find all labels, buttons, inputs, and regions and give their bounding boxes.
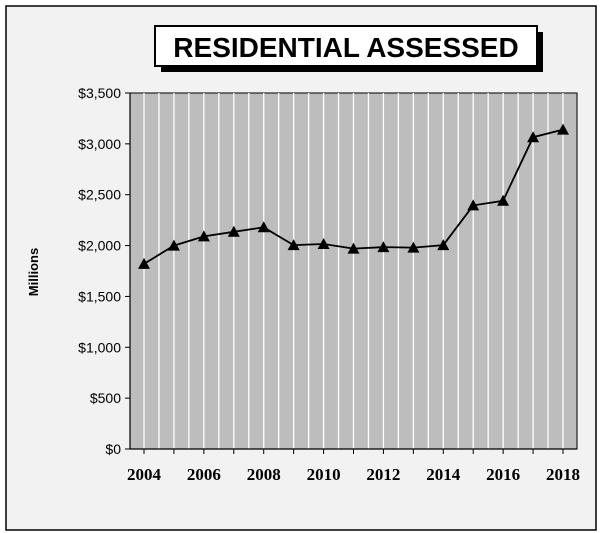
data-point-marker xyxy=(317,238,330,249)
y-tick-label: $3,000 xyxy=(78,136,121,152)
y-tick-label: $500 xyxy=(90,390,121,406)
data-point-marker xyxy=(227,225,240,237)
x-tick-label: 2018 xyxy=(546,465,580,484)
y-tick-labels: $0 $500 $1,000 $1,500 $2,000 $2,500 $3,000 $3,5… xyxy=(78,85,121,457)
data-point-marker xyxy=(287,239,300,251)
chart-title: RESIDENTIAL ASSESSED xyxy=(173,32,518,63)
x-tick-label: 2012 xyxy=(366,465,400,484)
axes xyxy=(125,92,577,454)
x-tick-label: 2008 xyxy=(247,465,281,484)
y-tick-label: $1,000 xyxy=(78,339,121,355)
data-point-marker xyxy=(197,230,210,242)
chart-title-box: RESIDENTIAL ASSESSED xyxy=(154,25,543,72)
x-tick-labels: 2004 2006 2008 2010 2012 2014 2016 2018 xyxy=(127,465,580,484)
x-tick-label: 2016 xyxy=(486,465,520,484)
data-point-marker xyxy=(167,239,180,251)
data-point-marker xyxy=(467,199,480,211)
data-point-marker xyxy=(527,131,540,143)
x-tick-label: 2010 xyxy=(307,465,341,484)
x-tick-label: 2014 xyxy=(426,465,461,484)
x-tick-label: 2006 xyxy=(187,465,221,484)
data-point-marker xyxy=(347,242,360,254)
y-tick-label: $1,500 xyxy=(78,288,121,304)
y-tick-label: $2,000 xyxy=(78,238,121,254)
x-tick-label: 2004 xyxy=(127,465,162,484)
title-box xyxy=(154,25,538,67)
data-point-marker xyxy=(557,123,569,135)
data-series xyxy=(138,123,569,269)
data-point-marker xyxy=(377,241,390,253)
y-tick-label: $2,500 xyxy=(78,187,121,203)
data-point-marker xyxy=(138,257,150,269)
data-point-marker xyxy=(437,239,450,251)
y-axis-label: Millions xyxy=(26,248,41,296)
data-point-marker xyxy=(407,241,420,253)
y-tick-label: $3,500 xyxy=(78,85,121,101)
data-point-marker xyxy=(497,194,510,206)
gridlines xyxy=(143,93,564,449)
y-tick-label: $0 xyxy=(105,441,121,457)
data-point-marker xyxy=(257,221,270,233)
